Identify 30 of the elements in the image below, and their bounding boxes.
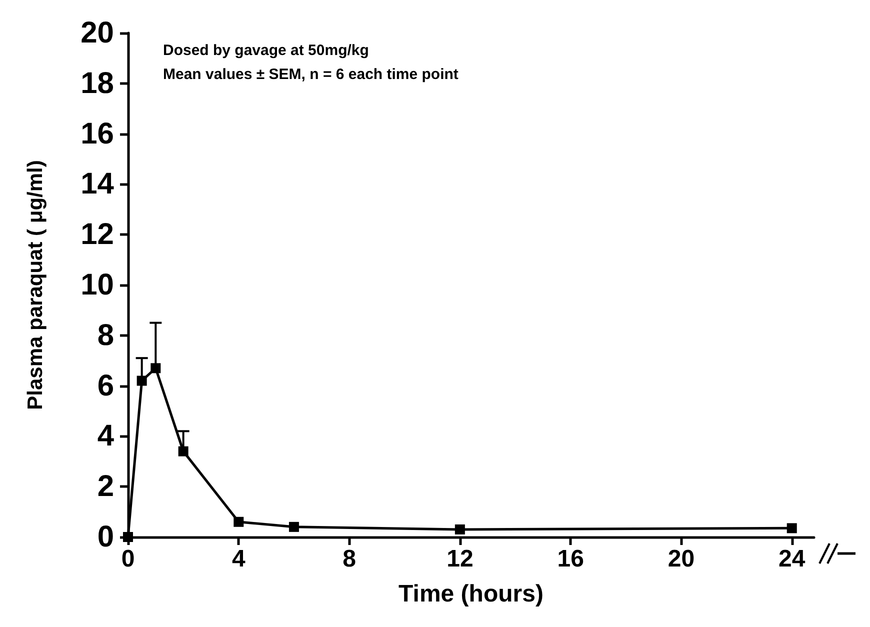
y-tick-label: 16 <box>80 117 114 150</box>
x-tick-label: 24 <box>778 546 806 572</box>
point <box>123 532 133 542</box>
y-tick-label: 10 <box>80 268 114 302</box>
annotation: Dosed by gavage at 50mg/kg <box>163 42 369 59</box>
point <box>234 516 244 527</box>
point <box>178 446 188 456</box>
chart: Dosed by gavage at 50mg/kg Mean values ± SEM, n = 6 each time point Plasma paraquat ( μg/ml) Time (hours) 0 2 4 6 8 10 12 14 16 18 20 0 4 8 12 16 20 24 <box>8 8 862 619</box>
point <box>150 363 161 374</box>
y-tick-label: 18 <box>80 66 114 100</box>
x-tick-label: 8 <box>342 546 356 572</box>
x-axis-title: Time (hours) <box>398 580 544 608</box>
x-tick-label: 16 <box>557 546 584 572</box>
x-tick-label: 20 <box>668 546 695 572</box>
point <box>454 524 465 534</box>
x-tick-label: 4 <box>232 546 246 572</box>
point <box>288 522 299 532</box>
y-tick-label: 14 <box>80 168 114 201</box>
y-tick-label: 2 <box>97 470 114 504</box>
point <box>786 523 797 534</box>
x-tick-label: 0 <box>121 546 135 572</box>
y-tick-label: 6 <box>97 369 114 402</box>
y-tick-label: 8 <box>97 318 114 352</box>
y-tick-label: 20 <box>80 16 114 50</box>
y-tick-label: 4 <box>97 420 114 453</box>
y-tick-label: 12 <box>80 218 114 252</box>
point <box>136 376 147 386</box>
x-tick-label: 12 <box>446 546 474 572</box>
y-axis-title: Plasma paraquat ( μg/ml) <box>24 160 47 410</box>
annotation: Mean values ± SEM, n = 6 each time point <box>163 66 458 83</box>
